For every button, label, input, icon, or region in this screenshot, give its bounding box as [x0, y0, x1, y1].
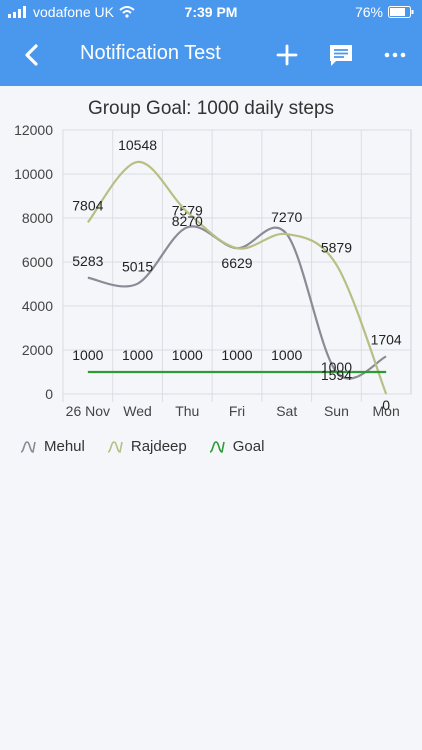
x-tick-label: Mon	[373, 403, 400, 419]
page-title: Notification Test	[80, 42, 221, 64]
wifi-icon	[119, 6, 135, 18]
legend-item-rajdeep[interactable]: Rajdeep	[107, 438, 187, 455]
legend-item-mehul[interactable]: Mehul	[20, 438, 85, 455]
plus-icon	[276, 44, 298, 66]
app-bar: Notification Test	[0, 24, 422, 86]
battery-info: 76%	[355, 4, 414, 20]
data-label: 5879	[321, 240, 352, 256]
x-tick-label: Sun	[324, 403, 349, 419]
y-tick-label: 12000	[14, 122, 53, 138]
data-label: 1000	[172, 347, 203, 363]
data-label: 1594	[321, 367, 352, 383]
data-label: 1000	[271, 347, 302, 363]
add-button[interactable]	[272, 40, 302, 70]
y-tick-label: 8000	[22, 210, 53, 226]
y-tick-label: 2000	[22, 342, 53, 358]
legend-label: Mehul	[44, 438, 85, 455]
x-tick-label: Wed	[123, 403, 152, 419]
y-tick-label: 6000	[22, 254, 53, 270]
data-label: 5283	[72, 253, 103, 269]
data-label: 1704	[371, 332, 402, 348]
back-button[interactable]	[18, 40, 48, 70]
chart-legend: Mehul Rajdeep Goal	[20, 438, 264, 455]
status-bar: vodafone UK 7:39 PM 76%	[0, 0, 422, 24]
steps-chart: Group Goal: 1000 daily steps 0 2000 4000 60…	[0, 86, 422, 486]
x-tick-label: Fri	[229, 403, 245, 419]
chat-button[interactable]	[326, 40, 356, 70]
data-label: 10548	[118, 137, 157, 153]
data-label: 7270	[271, 209, 302, 225]
wave-icon	[20, 440, 36, 453]
carrier-info: vodafone UK	[8, 4, 135, 20]
battery-percent: 76%	[354, 4, 383, 20]
more-icon	[384, 52, 406, 58]
battery-icon	[388, 6, 414, 18]
data-label: 8270	[172, 213, 203, 229]
data-label: 0	[382, 397, 390, 413]
wave-icon	[107, 440, 123, 453]
carrier-name: vodafone UK	[33, 4, 114, 20]
x-tick-label: 26 Nov	[66, 403, 110, 419]
y-tick-label: 4000	[22, 298, 53, 314]
data-label: 7579	[172, 202, 203, 218]
y-tick-label: 10000	[14, 166, 53, 182]
legend-label: Rajdeep	[130, 438, 187, 455]
signal-icon	[8, 6, 26, 18]
back-arrow-icon	[25, 44, 38, 66]
y-tick-label: 0	[45, 386, 53, 402]
data-label: 7804	[72, 197, 103, 213]
wave-icon	[209, 440, 225, 453]
data-label: 6629	[221, 255, 252, 271]
x-tick-label: Sat	[276, 403, 297, 419]
chat-icon	[330, 45, 352, 66]
more-button[interactable]	[380, 40, 410, 70]
chart-title: Group Goal: 1000 daily steps	[87, 98, 335, 119]
x-tick-label: Thu	[175, 403, 199, 419]
status-time: 7:39 PM	[184, 4, 238, 20]
series-line-rajdeep	[86, 160, 388, 395]
data-label: 1000	[72, 347, 103, 363]
data-label: 5015	[122, 259, 153, 275]
legend-label: Goal	[232, 438, 265, 455]
data-label: 1000	[221, 347, 252, 363]
data-label: 1000	[122, 347, 153, 363]
legend-item-goal[interactable]: Goal	[209, 438, 265, 455]
